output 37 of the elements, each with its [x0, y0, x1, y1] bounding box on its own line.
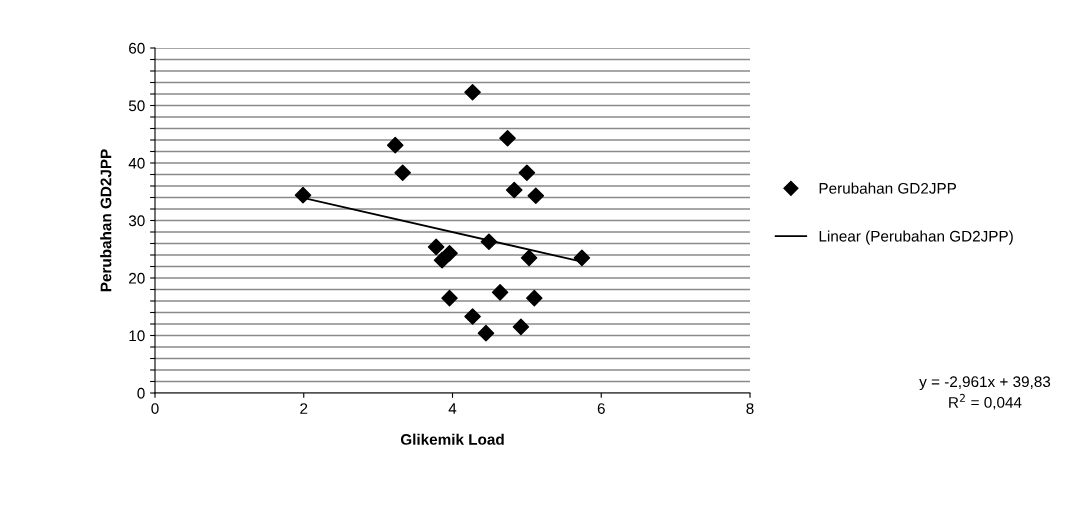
x-tick-label: 6 — [597, 403, 605, 414]
text: y = -2,961x + 39,83 — [919, 376, 1051, 391]
y-tick-label: 20 — [129, 272, 145, 284]
point — [512, 318, 530, 336]
point — [499, 129, 516, 147]
x-tick-label: 4 — [448, 403, 457, 414]
point — [518, 164, 536, 182]
point — [505, 181, 523, 199]
x-axis-title: Glikemik Load — [400, 433, 504, 445]
legend-label: Perubahan GD2JPP — [819, 182, 957, 194]
point — [441, 244, 458, 262]
point — [477, 324, 495, 342]
point — [464, 308, 481, 325]
point — [491, 284, 509, 301]
point — [441, 289, 458, 307]
point — [464, 83, 481, 101]
y-tick-label: 0 — [137, 387, 145, 399]
y-tick-label: 60 — [129, 42, 145, 54]
x-tick-label: 0 — [151, 403, 159, 414]
x-tick-label: 2 — [300, 403, 308, 414]
point — [427, 238, 445, 256]
point — [527, 187, 545, 205]
point — [520, 249, 538, 267]
y-tick-label: 30 — [128, 215, 145, 227]
x-tick-label: 8 — [746, 403, 754, 414]
point — [526, 289, 543, 307]
point — [480, 233, 498, 251]
y-axis-title: Perubahan GD2JPP — [100, 149, 112, 292]
y-tick-label: 50 — [128, 100, 145, 112]
point — [573, 249, 591, 267]
y-tick-label: 10 — [129, 330, 145, 342]
point — [386, 136, 404, 154]
text: R$^{2}$ = 0,044 — [949, 393, 1022, 410]
point — [394, 164, 411, 182]
legend-label: Linear (Perubahan GD2JPP) — [819, 230, 1013, 245]
y-tick-label: 40 — [128, 157, 145, 169]
point — [294, 186, 312, 204]
